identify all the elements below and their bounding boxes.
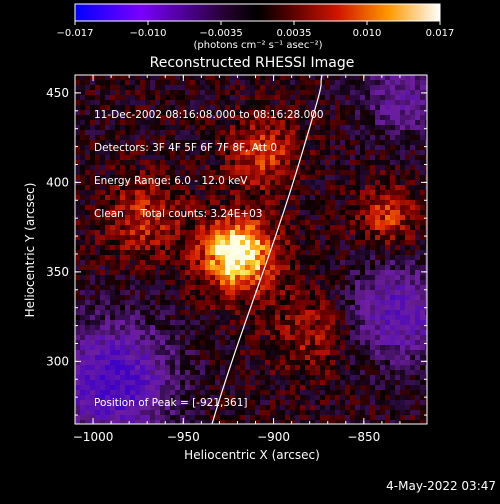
colorbar-tick-label: 0.017 <box>426 28 455 39</box>
x-tick-label: −850 <box>347 430 380 444</box>
footer-timestamp: 4-May-2022 03:47 <box>386 481 496 492</box>
y-axis-label: Heliocentric Y (arcsec) <box>23 183 37 318</box>
info-line-clean: Clean Total counts: 3.24E+03 <box>94 209 324 220</box>
info-line-detectors: Detectors: 3F 4F 5F 6F 7F 8F, Att 0 <box>94 143 324 154</box>
observation-info: 11-Dec-2002 08:16:08.000 to 08:16:28.000… <box>94 88 324 231</box>
y-tick-label: 450 <box>46 86 69 100</box>
y-tick-label: 400 <box>46 175 69 189</box>
peak-position-label: Position of Peak = [-921,361] <box>94 398 248 409</box>
x-tick-label: −1000 <box>73 430 114 444</box>
y-tick-label: 300 <box>46 354 69 368</box>
x-tick-label: −950 <box>167 430 200 444</box>
colorbar-tick-label: 0.0035 <box>277 28 312 39</box>
y-tick-label: 350 <box>46 265 69 279</box>
info-line-energy: Energy Range: 6.0 - 12.0 keV <box>94 176 324 187</box>
colorbar <box>75 4 440 21</box>
chart-title: Reconstructed RHESSI Image <box>150 55 355 71</box>
colorbar-tick-label: −0.017 <box>56 28 93 39</box>
info-line-time: 11-Dec-2002 08:16:08.000 to 08:16:28.000 <box>94 110 324 121</box>
x-tick-label: −900 <box>257 430 290 444</box>
colorbar-unit-label: (photons cm⁻² s⁻¹ asec⁻²) <box>193 40 322 51</box>
x-axis-label: Heliocentric X (arcsec) <box>184 448 320 462</box>
colorbar-tick-label: −0.0035 <box>199 28 242 39</box>
colorbar-tick-label: 0.010 <box>353 28 382 39</box>
colorbar-tick-label: −0.010 <box>129 28 166 39</box>
